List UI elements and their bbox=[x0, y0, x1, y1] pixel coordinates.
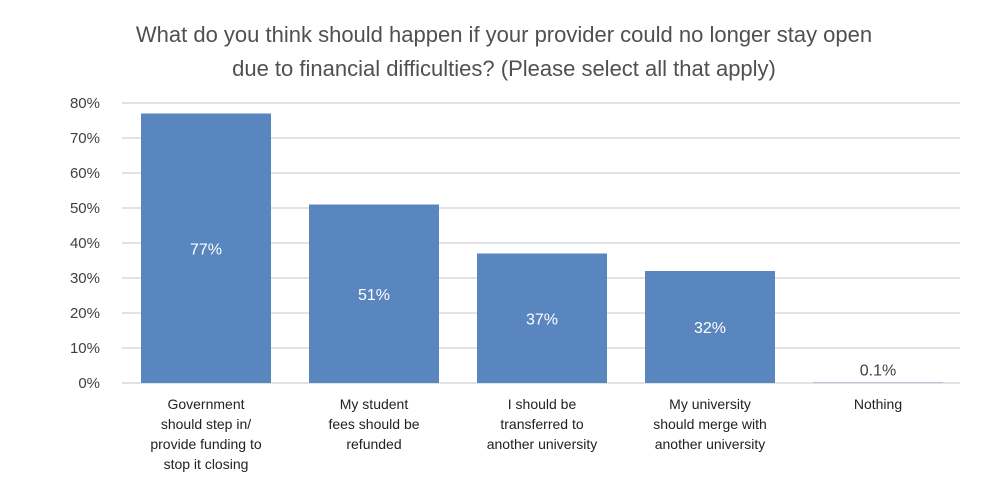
category-label-line: provide funding to bbox=[150, 436, 262, 452]
category-label: My university should merge with another un… bbox=[653, 396, 767, 452]
data-label: 32% bbox=[694, 320, 726, 337]
category-label-line: should merge with bbox=[653, 416, 767, 432]
category-label-line: I should be bbox=[508, 396, 577, 412]
category-label-line: another university bbox=[655, 436, 766, 452]
data-label: 77% bbox=[190, 241, 222, 258]
bar bbox=[477, 253, 607, 383]
y-tick-label: 50% bbox=[70, 200, 100, 217]
data-label: 37% bbox=[526, 311, 558, 328]
data-label: 51% bbox=[358, 287, 390, 304]
y-tick-label: 70% bbox=[70, 130, 100, 147]
y-axis-ticks: 0% 10% 20% 30% 40% 50% 60% 70% 80% bbox=[70, 95, 100, 392]
y-tick-label: 40% bbox=[70, 235, 100, 252]
y-tick-label: 0% bbox=[78, 375, 100, 392]
bars: 77% 51% 37% 32% 0.1% bbox=[141, 113, 943, 383]
y-tick-label: 20% bbox=[70, 305, 100, 322]
category-label-line: another university bbox=[487, 436, 598, 452]
y-tick-label: 80% bbox=[70, 95, 100, 112]
chart-title-line-1: What do you think should happen if your … bbox=[135, 22, 873, 47]
y-tick-label: 10% bbox=[70, 340, 100, 357]
y-tick-label: 30% bbox=[70, 270, 100, 287]
category-label-line: Nothing bbox=[854, 396, 902, 412]
chart-title: What do you think should happen if your … bbox=[0, 18, 1008, 86]
data-label: 0.1% bbox=[860, 363, 896, 380]
category-label-line: should step in/ bbox=[161, 416, 251, 432]
category-label: Nothing bbox=[854, 396, 902, 412]
chart-title-line-2: due to financial difficulties? (Please s… bbox=[232, 56, 776, 81]
category-label-line: Government bbox=[167, 396, 244, 412]
x-axis-labels: Government should step in/provide funding… bbox=[150, 396, 902, 472]
category-label-line: My student bbox=[340, 396, 409, 412]
category-label-line: stop it closing bbox=[164, 456, 249, 472]
bar bbox=[141, 113, 271, 383]
bar bbox=[309, 204, 439, 383]
category-label: I should be transferred to another univers… bbox=[487, 396, 598, 452]
category-label-line: refunded bbox=[346, 436, 401, 452]
category-label: Government should step in/provide funding… bbox=[150, 396, 262, 472]
category-label-line: fees should be bbox=[328, 416, 419, 432]
category-label-line: transferred to bbox=[500, 416, 583, 432]
y-tick-label: 60% bbox=[70, 165, 100, 182]
category-label-line: My university bbox=[669, 396, 751, 412]
category-label: My student fees should be refunded bbox=[328, 396, 419, 452]
bar bbox=[645, 271, 775, 383]
